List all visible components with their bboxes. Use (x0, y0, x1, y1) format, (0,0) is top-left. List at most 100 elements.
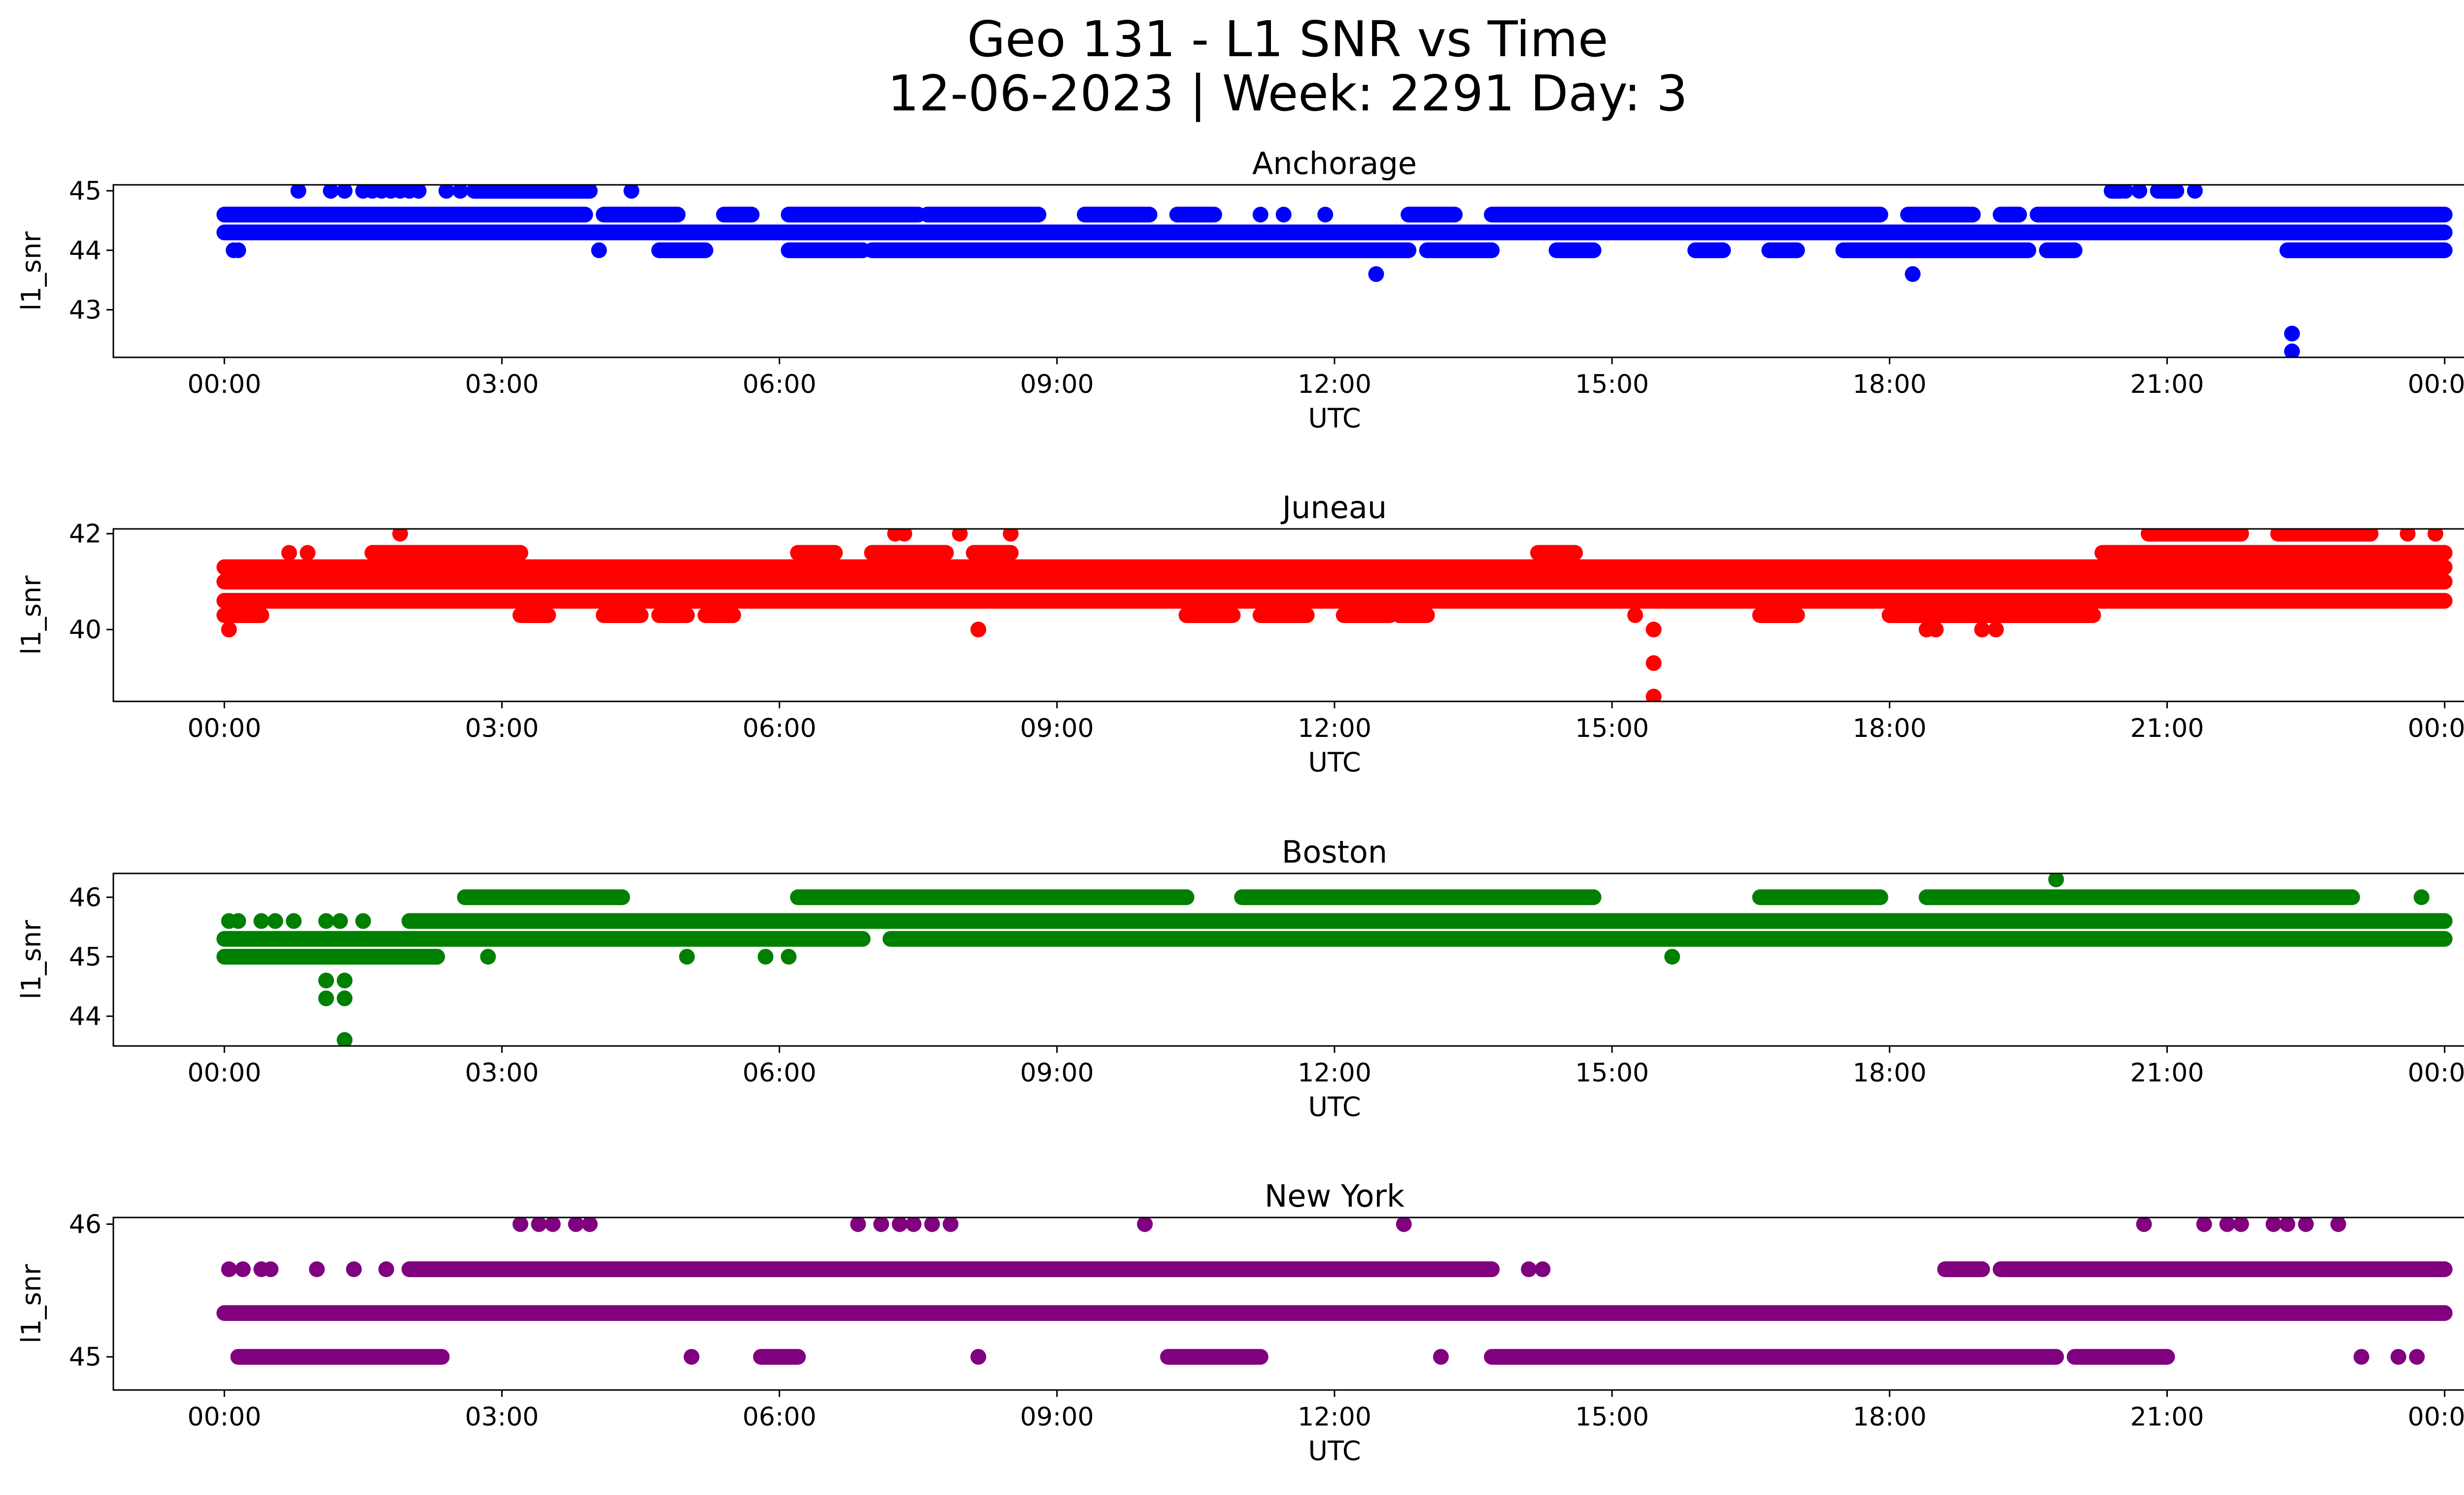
data-band (1178, 607, 1241, 623)
data-point (323, 185, 339, 199)
data-band (2270, 529, 2379, 542)
data-band (2279, 242, 2453, 258)
x-tick-label: 18:00 (1852, 714, 1926, 743)
x-tick-label: 00:00 (2408, 1058, 2464, 1088)
data-point (891, 1217, 908, 1232)
data-point (2136, 1217, 2152, 1232)
data-band (882, 931, 2453, 947)
data-point (452, 185, 468, 199)
data-point (2413, 889, 2430, 905)
data-point (309, 1261, 325, 1277)
data-point (2353, 1349, 2369, 1365)
y-axis-label: l1_snr (16, 575, 47, 655)
data-band (216, 224, 2453, 241)
subplot-anchorage: Anchorage 00:00 03:00 06:00 09:00 12:00 15:00 1… (16, 145, 2464, 434)
x-tick-label: 18:00 (1852, 1402, 1926, 1432)
data-band (651, 242, 714, 258)
subplot-new-york: New York 00:00 03:00 06:00 09:00 12:00 15:00 18… (16, 1178, 2464, 1466)
data-band (216, 1305, 2453, 1321)
data-point (591, 242, 607, 258)
data-point (1905, 266, 1921, 282)
data-point (2118, 185, 2134, 199)
data-point (757, 948, 774, 965)
data-band (595, 607, 649, 623)
data-band (697, 607, 741, 623)
data-band (2029, 207, 2453, 223)
x-tick-label: 12:00 (1298, 1058, 1371, 1088)
x-tick-label: 03:00 (465, 1402, 539, 1432)
data-point (1974, 622, 1990, 638)
x-axis-label: UTC (1308, 747, 1361, 778)
chart-title-line-1: Geo 131 - L1 SNR vs Time (967, 10, 1608, 68)
data-band (1391, 607, 1435, 623)
data-point (263, 1261, 279, 1277)
data-band (1937, 1261, 1990, 1277)
data-band (2141, 529, 2249, 542)
data-band (1419, 242, 1500, 258)
data-band (1484, 1349, 2064, 1365)
data-band (781, 242, 871, 258)
data-band (216, 607, 270, 623)
x-tick-label: 00:00 (2408, 714, 2464, 743)
data-band (864, 545, 954, 561)
data-band (1752, 889, 1888, 905)
data-point (1645, 655, 1662, 671)
subplot-title: New York (1265, 1178, 1404, 1214)
data-band (1992, 207, 2027, 223)
x-tick-label: 06:00 (743, 370, 817, 399)
data-series (216, 529, 2453, 701)
y-tick-label: 45 (69, 942, 102, 972)
data-band (1992, 1261, 2453, 1277)
x-tick-label: 09:00 (1020, 714, 1094, 743)
x-tick-label: 00:00 (187, 1058, 261, 1088)
data-point (781, 948, 797, 965)
data-band (1761, 242, 1805, 258)
data-band (513, 607, 556, 623)
data-point (2265, 1217, 2282, 1232)
data-point (582, 1217, 598, 1232)
data-point (221, 622, 237, 638)
y-tick-label: 46 (69, 883, 102, 912)
data-point (2233, 1217, 2249, 1232)
data-band (401, 1261, 1500, 1277)
data-band (1077, 207, 1158, 223)
data-point (318, 913, 334, 929)
data-band (920, 207, 1047, 223)
data-band (216, 207, 593, 223)
x-tick-label: 15:00 (1575, 1402, 1649, 1432)
data-point (337, 990, 353, 1007)
data-point (2279, 1217, 2295, 1232)
data-point (942, 1217, 958, 1232)
data-point (2409, 1349, 2425, 1365)
data-point (2187, 185, 2203, 199)
data-point (1645, 622, 1662, 638)
y-tick-label: 42 (69, 520, 102, 549)
data-band (651, 607, 695, 623)
data-point (411, 185, 427, 199)
data-band (216, 592, 2453, 609)
data-point (1521, 1261, 1537, 1277)
data-band (1835, 242, 2036, 258)
data-band (864, 242, 1417, 258)
x-tick-label: 03:00 (465, 714, 539, 743)
y-tick-label: 44 (69, 1002, 102, 1032)
x-tick-label: 12:00 (1298, 714, 1371, 743)
data-point (230, 242, 246, 258)
data-point (1002, 529, 1019, 542)
data-point (568, 1217, 584, 1232)
x-tick-label: 00:00 (187, 370, 261, 399)
data-point (896, 529, 913, 542)
data-point (221, 1261, 237, 1277)
data-point (1317, 207, 1334, 223)
data-series (216, 185, 2453, 357)
data-point (346, 1261, 362, 1277)
x-tick-label: 15:00 (1575, 714, 1649, 743)
data-point (952, 529, 968, 542)
data-point (531, 1217, 547, 1232)
data-point (230, 913, 246, 929)
data-band (216, 573, 2453, 590)
y-tick-label: 45 (69, 176, 102, 206)
x-tick-label: 12:00 (1298, 1402, 1371, 1432)
data-point (337, 973, 353, 989)
x-tick-label: 09:00 (1020, 1402, 1094, 1432)
